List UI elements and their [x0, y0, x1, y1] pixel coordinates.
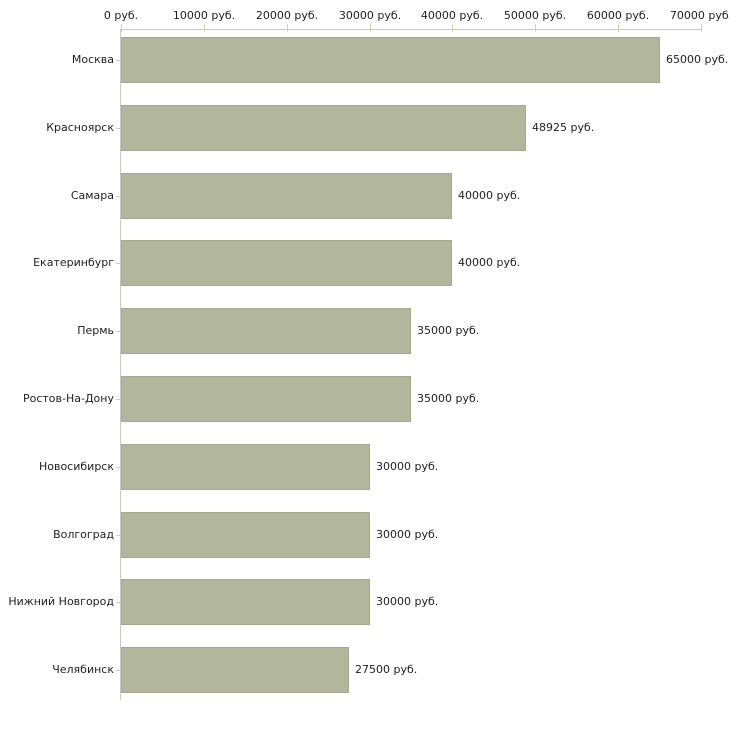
x-tick-mark	[204, 24, 205, 32]
y-tick-mark	[116, 128, 121, 129]
category-label: Волгоград	[53, 528, 114, 541]
value-label: 40000 руб.	[458, 189, 521, 202]
x-tick-label: 40000 руб.	[420, 9, 484, 22]
category-label: Нижний Новгород	[8, 595, 114, 608]
y-tick-mark	[116, 196, 121, 197]
x-tick-mark	[121, 24, 122, 32]
x-tick-label: 50000 руб.	[503, 9, 567, 22]
y-tick-mark	[116, 670, 121, 671]
bar	[121, 173, 452, 219]
bar	[121, 105, 526, 151]
category-label: Москва	[71, 53, 114, 66]
value-label: 35000 руб.	[417, 324, 480, 337]
bar	[121, 579, 370, 625]
y-tick-mark	[116, 263, 121, 264]
x-tick-label: 0 руб.	[103, 9, 139, 22]
x-axis-line	[121, 29, 701, 30]
bar	[121, 240, 452, 286]
category-label: Челябинск	[52, 663, 114, 676]
x-tick-mark	[618, 24, 619, 32]
value-label: 48925 руб.	[532, 121, 595, 134]
y-axis-line	[120, 29, 121, 700]
x-tick-label: 60000 руб.	[586, 9, 650, 22]
bar	[121, 37, 660, 83]
x-tick-label: 10000 руб.	[172, 9, 236, 22]
category-label: Пермь	[77, 324, 114, 337]
x-tick-mark	[535, 24, 536, 32]
bar	[121, 308, 411, 354]
x-tick-mark	[701, 24, 702, 32]
y-tick-mark	[116, 60, 121, 61]
bar	[121, 444, 370, 490]
x-tick-mark	[287, 24, 288, 32]
value-label: 30000 руб.	[376, 460, 439, 473]
value-label: 35000 руб.	[417, 392, 480, 405]
value-label: 27500 руб.	[355, 663, 418, 676]
bar	[121, 647, 349, 693]
y-tick-mark	[116, 535, 121, 536]
y-tick-mark	[116, 467, 121, 468]
category-label: Екатеринбург	[33, 256, 114, 269]
x-tick-mark	[452, 24, 453, 32]
x-tick-label: 20000 руб.	[255, 9, 319, 22]
category-label: Новосибирск	[38, 460, 114, 473]
y-tick-mark	[116, 331, 121, 332]
x-tick-mark	[370, 24, 371, 32]
x-tick-label: 30000 руб.	[338, 9, 402, 22]
value-label: 30000 руб.	[376, 528, 439, 541]
value-label: 65000 руб.	[666, 53, 729, 66]
x-tick-label: 70000 руб.	[669, 9, 730, 22]
category-label: Самара	[70, 189, 114, 202]
y-tick-mark	[116, 602, 121, 603]
value-label: 30000 руб.	[376, 595, 439, 608]
y-tick-mark	[116, 399, 121, 400]
value-label: 40000 руб.	[458, 256, 521, 269]
bar	[121, 512, 370, 558]
category-label: Ростов-На-Дону	[22, 392, 114, 405]
category-label: Красноярск	[46, 121, 114, 134]
bar	[121, 376, 411, 422]
